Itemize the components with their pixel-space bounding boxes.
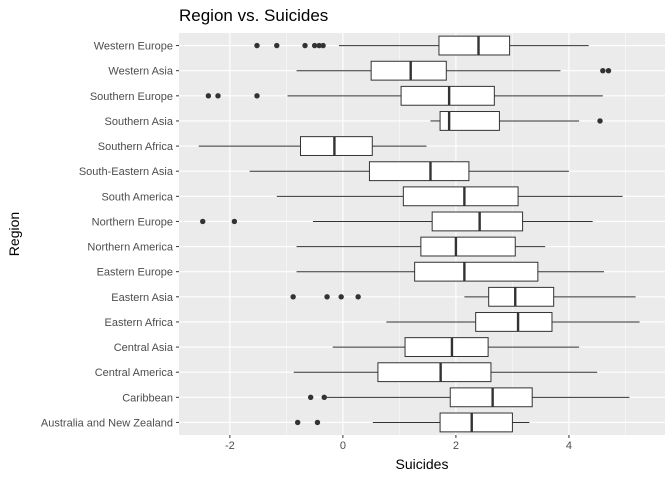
outlier-point [290,294,296,300]
iqr-box [414,261,539,282]
outlier-point [338,294,344,300]
iqr-box [438,35,511,56]
box-western-europe [254,35,589,56]
iqr-box [400,85,495,106]
outlier-point [254,42,260,49]
y-tick-label: Eastern Africa [105,317,174,329]
y-tick-label: Eastern Europe [97,267,173,279]
iqr-box [439,111,500,131]
x-tick-label: 4 [566,440,572,452]
iqr-box [420,236,516,257]
iqr-box [488,286,555,307]
y-tick-label: Northern America [87,242,173,254]
y-tick-label: Southern Asia [105,116,174,128]
box-south-eastern-asia [249,161,569,182]
y-tick-label: Eastern Asia [111,292,174,304]
outlier-point [321,394,327,401]
outlier-point [320,42,326,49]
outlier-point [231,218,238,225]
outlier-point [311,42,318,49]
outlier-point [324,294,330,300]
iqr-box [402,186,519,207]
y-tick-label: Southern Africa [98,141,174,153]
y-tick-label: South-Eastern Asia [79,166,174,178]
box-eastern-asia [290,286,636,307]
chart-title: Region vs. Suicides [179,6,328,25]
outlier-point [355,294,361,300]
y-tick-label: Western Europe [94,41,173,53]
iqr-box [431,211,524,232]
y-tick-label: Caribbean [122,392,173,404]
box-northern-europe [200,211,593,232]
y-tick-label: Northern Europe [92,216,173,228]
outlier-point [254,93,260,99]
outlier-point [314,419,321,426]
outlier-point [597,118,603,124]
box-western-asia [296,60,612,81]
iqr-box [370,60,447,81]
outlier-point [205,93,212,99]
iqr-box [449,387,533,408]
box-southern-asia [430,111,603,131]
y-tick-label: Australia and New Zealand [41,417,173,429]
y-tick-label: South America [101,191,173,203]
box-eastern-africa [386,312,640,332]
y-axis-tick-labels: Western Europe Western Asia Southern Europ… [41,41,179,429]
box-australia-and-new-zealand [294,412,530,433]
box-southern-africa [198,136,427,156]
outlier-point [307,394,314,401]
x-tick-label: 2 [453,440,459,452]
y-tick-label: Western Asia [108,66,173,78]
iqr-box [439,412,513,433]
x-tick-label: -2 [225,440,235,452]
y-tick-label: Southern Europe [90,91,173,103]
outlier-point [302,42,308,49]
box-caribbean [307,387,630,408]
iqr-box [475,312,553,332]
box-central-asia [332,337,580,357]
iqr-box [404,337,489,357]
y-axis-title: Region [6,212,22,256]
box-southern-europe [205,85,603,106]
outlier-point [316,42,322,49]
x-tick-label: 0 [340,440,346,452]
iqr-box [300,136,373,156]
iqr-box [377,362,492,383]
box-northern-america [296,236,546,257]
outlier-point [600,67,606,74]
box-series [198,35,640,433]
outlier-point [294,419,301,426]
x-axis-title: Suicides [396,456,449,472]
box-central-america [293,362,598,383]
outlier-point [605,67,612,74]
y-tick-label: Central Asia [114,342,174,354]
x-axis-tick-labels: -2 0 2 4 [225,435,572,452]
outlier-point [200,218,206,225]
box-south-america [276,186,623,207]
outlier-point [215,93,221,99]
outlier-point [274,42,280,49]
y-tick-label: Central America [95,367,174,379]
box-eastern-europe [296,261,604,282]
iqr-box [368,161,470,182]
